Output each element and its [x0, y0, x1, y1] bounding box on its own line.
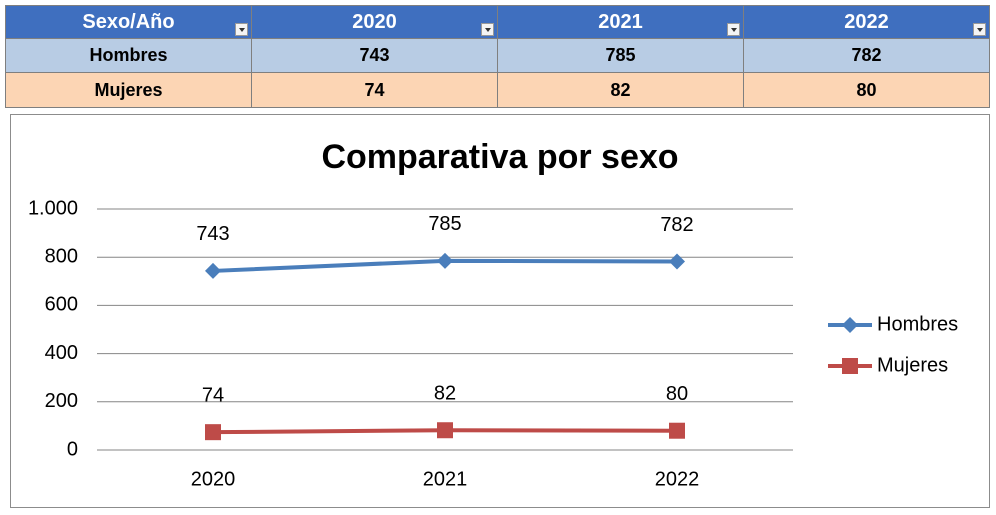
- filter-button[interactable]: [235, 23, 248, 36]
- data-point: [669, 253, 685, 270]
- data-point: [205, 424, 221, 441]
- y-tick-label: 800: [45, 245, 78, 267]
- chart-frame: [10, 114, 990, 508]
- y-tick-label: 600: [45, 294, 78, 316]
- table-cell: 2020: [251, 5, 498, 39]
- data-label: 74: [202, 384, 224, 406]
- data-label: 785: [428, 213, 461, 235]
- y-tick-label: 200: [45, 390, 78, 412]
- data-label: 82: [434, 383, 456, 405]
- table-row: Sexo/Año 2020 2021 2022: [5, 5, 990, 39]
- table-cell: 743: [251, 38, 498, 73]
- data-label: 80: [666, 383, 688, 405]
- legend-marker: [842, 317, 858, 333]
- x-tick-label: 2020: [191, 468, 236, 490]
- table-row: Hombres 743 785 782: [5, 38, 990, 73]
- cell-text: 74: [364, 79, 385, 100]
- y-tick-label: 400: [45, 342, 78, 364]
- data-label: 743: [196, 223, 229, 245]
- table-cell: 2021: [497, 5, 744, 39]
- data-point: [437, 252, 453, 269]
- x-tick-label: 2021: [423, 468, 468, 490]
- table-cell: 80: [743, 72, 990, 108]
- table-cell: 782: [743, 38, 990, 73]
- data-point: [669, 422, 685, 439]
- cell-text: 80: [856, 79, 877, 100]
- data-point: [205, 262, 221, 279]
- legend-marker: [842, 358, 858, 374]
- cell-text: 785: [605, 45, 636, 65]
- data-label: 782: [660, 214, 693, 236]
- filter-button[interactable]: [481, 23, 494, 36]
- table-cell: 82: [497, 72, 744, 108]
- y-tick-label: 1.000: [28, 197, 78, 219]
- cell-text: Hombres: [89, 45, 168, 65]
- cell-text: 2020: [352, 10, 397, 33]
- table-row: Mujeres 74 82 80: [5, 72, 990, 108]
- cell-text: 782: [851, 45, 882, 65]
- data-table: Sexo/Año 2020 2021 2022 Hombres 743 785 782 Muje…: [5, 5, 990, 108]
- x-tick-label: 2022: [655, 468, 700, 490]
- table-cell: Mujeres: [5, 72, 252, 108]
- table-cell: 785: [497, 38, 744, 73]
- table-cell: Sexo/Año: [5, 5, 252, 39]
- table-cell: Hombres: [5, 38, 252, 73]
- cell-text: 2021: [598, 10, 643, 33]
- chart-title: Comparativa por sexo: [321, 138, 678, 176]
- cell-text: Sexo/Año: [82, 10, 175, 33]
- filter-button[interactable]: [727, 23, 740, 36]
- data-point: [437, 422, 453, 439]
- cell-text: 743: [359, 45, 390, 65]
- cell-text: Mujeres: [94, 79, 163, 100]
- cell-text: 2022: [844, 10, 889, 33]
- cell-text: 82: [610, 79, 631, 100]
- table-cell: 74: [251, 72, 498, 108]
- filter-button[interactable]: [973, 23, 986, 36]
- legend-label: Mujeres: [877, 354, 948, 376]
- y-tick-label: 0: [67, 438, 78, 460]
- legend-label: Hombres: [877, 313, 958, 335]
